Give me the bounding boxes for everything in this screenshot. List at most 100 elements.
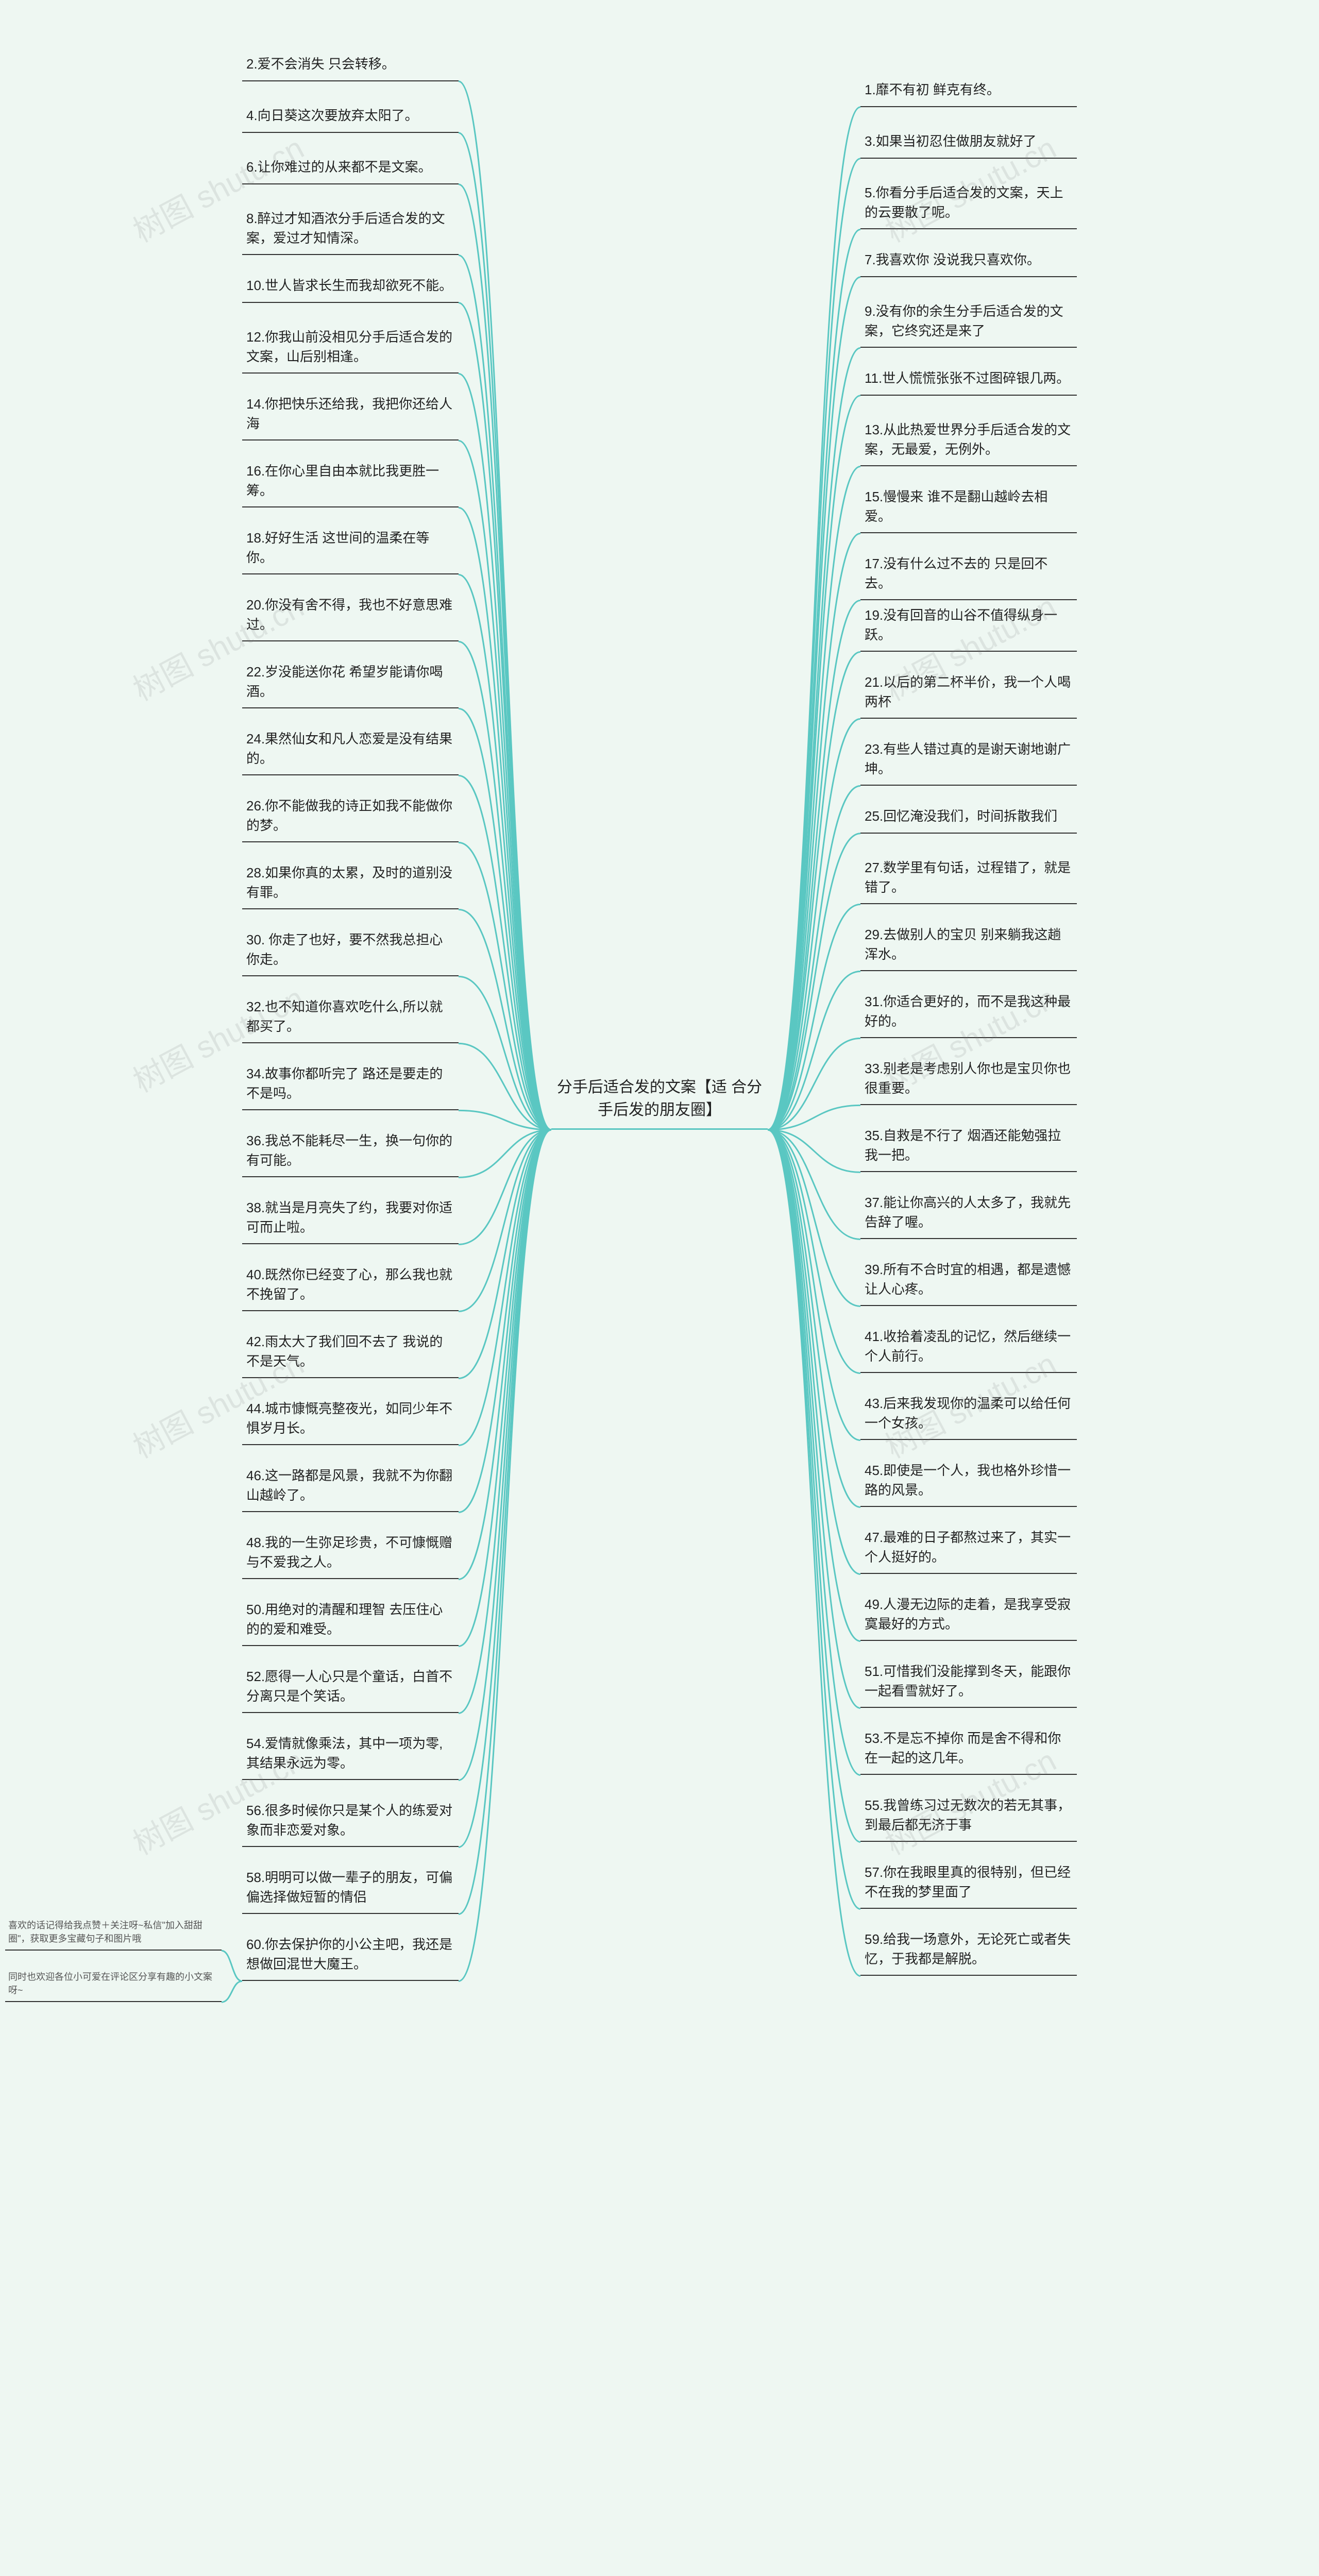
edges-layer	[0, 0, 1319, 2576]
leaf-label: 15.慢慢来 谁不是翻山越岭去相爱。	[865, 489, 1047, 524]
leaf-label: 54.爱情就像乘法，其中一项为零,其结果永远为零。	[246, 1736, 443, 1771]
leaf-node: 45.即使是一个人，我也格外珍惜一路的风景。	[860, 1458, 1077, 1507]
grandchild-label: 同时也欢迎各位小可爱在评论区分享有趣的小文案呀~	[8, 1972, 212, 1995]
leaf-node: 20.你没有舍不得，我也不好意思难过。	[242, 592, 459, 641]
leaf-label: 29.去做别人的宝贝 别来躺我这趟浑水。	[865, 927, 1061, 962]
leaf-node: 41.收拾着凌乱的记忆，然后继续一个人前行。	[860, 1324, 1077, 1373]
grandchild-node: 同时也欢迎各位小可爱在评论区分享有趣的小文案呀~	[5, 1968, 222, 2002]
leaf-label: 21.以后的第二杯半价，我一个人喝两杯	[865, 674, 1071, 709]
leaf-label: 6.让你难过的从来都不是文案。	[246, 159, 432, 175]
leaf-node: 44.城市慷慨亮整夜光，如同少年不惧岁月长。	[242, 1396, 459, 1445]
leaf-label: 50.用绝对的清醒和理智 去压住心的的爱和难受。	[246, 1602, 443, 1637]
leaf-node: 23.有些人错过真的是谢天谢地谢广坤。	[860, 737, 1077, 786]
leaf-label: 37.能让你高兴的人太多了，我就先告辞了喔。	[865, 1195, 1071, 1230]
leaf-node: 58.明明可以做一辈子的朋友，可偏偏选择做短暂的情侣	[242, 1865, 459, 1914]
leaf-label: 19.没有回音的山谷不值得纵身一跃。	[865, 607, 1057, 642]
leaf-label: 34.故事你都听完了 路还是要走的不是吗。	[246, 1066, 443, 1101]
leaf-node: 47.最难的日子都熬过来了，其实一个人挺好的。	[860, 1525, 1077, 1574]
leaf-label: 41.收拾着凌乱的记忆，然后继续一个人前行。	[865, 1329, 1071, 1364]
leaf-node: 32.也不知道你喜欢吃什么,所以就都买了。	[242, 994, 459, 1043]
leaf-node: 53.不是忘不掉你 而是舍不得和你在一起的这几年。	[860, 1726, 1077, 1775]
leaf-node: 1.靡不有初 鲜克有终。	[860, 77, 1077, 107]
leaf-node: 18.好好生活 这世间的温柔在等你。	[242, 526, 459, 574]
leaf-label: 30. 你走了也好，要不然我总担心你走。	[246, 932, 443, 967]
leaf-node: 25.回忆淹没我们，时间拆散我们	[860, 804, 1077, 834]
leaf-node: 31.你适合更好的，而不是我这种最好的。	[860, 989, 1077, 1038]
leaf-node: 27.数学里有句话，过程错了，就是错了。	[860, 855, 1077, 904]
leaf-node: 40.既然你已经变了心，那么我也就不挽留了。	[242, 1262, 459, 1311]
leaf-label: 55.我曾练习过无数次的若无其事，到最后都无济于事	[865, 1798, 1071, 1833]
leaf-label: 8.醉过才知酒浓分手后适合发的文案，爱过才知情深。	[246, 211, 445, 246]
leaf-node: 5.你看分手后适合发的文案，天上的云要散了呢。	[860, 180, 1077, 229]
leaf-label: 4.向日葵这次要放弃太阳了。	[246, 108, 418, 123]
leaf-label: 38.就当是月亮失了约，我要对你适可而止啦。	[246, 1200, 452, 1235]
leaf-node: 9.没有你的余生分手后适合发的文案，它终究还是来了	[860, 299, 1077, 348]
grandchild-node: 喜欢的话记得给我点赞＋关注呀~私信"加入甜甜圈"，获取更多宝藏句子和图片哦	[5, 1917, 222, 1951]
leaf-label: 51.可惜我们没能撑到冬天，能跟你一起看雪就好了。	[865, 1664, 1071, 1699]
leaf-node: 60.你去保护你的小公主吧，我还是想做回混世大魔王。	[242, 1932, 459, 1981]
leaf-node: 6.让你难过的从来都不是文案。	[242, 155, 459, 184]
leaf-label: 44.城市慷慨亮整夜光，如同少年不惧岁月长。	[246, 1401, 452, 1436]
leaf-label: 26.你不能做我的诗正如我不能做你的梦。	[246, 798, 452, 833]
leaf-node: 4.向日葵这次要放弃太阳了。	[242, 103, 459, 133]
leaf-node: 15.慢慢来 谁不是翻山越岭去相爱。	[860, 484, 1077, 533]
leaf-label: 13.从此热爱世界分手后适合发的文案，无最爱，无例外。	[865, 422, 1071, 457]
leaf-node: 28.如果你真的太累，及时的道别没有罪。	[242, 860, 459, 909]
leaf-node: 51.可惜我们没能撑到冬天，能跟你一起看雪就好了。	[860, 1659, 1077, 1708]
leaf-node: 14.你把快乐还给我，我把你还给人海	[242, 392, 459, 440]
leaf-label: 56.很多时候你只是某个人的练爱对象而非恋爱对象。	[246, 1803, 452, 1838]
leaf-label: 1.靡不有初 鲜克有终。	[865, 82, 1000, 97]
leaf-label: 57.你在我眼里真的很特别，但已经不在我的梦里面了	[865, 1865, 1071, 1900]
leaf-label: 14.你把快乐还给我，我把你还给人海	[246, 396, 452, 431]
leaf-label: 20.你没有舍不得，我也不好意思难过。	[246, 597, 452, 632]
leaf-label: 49.人漫无边际的走着，是我享受寂寞最好的方式。	[865, 1597, 1071, 1632]
leaf-label: 60.你去保护你的小公主吧，我还是想做回混世大魔王。	[246, 1937, 452, 1972]
leaf-label: 39.所有不合时宜的相遇，都是遗憾让人心疼。	[865, 1262, 1071, 1297]
leaf-label: 40.既然你已经变了心，那么我也就不挽留了。	[246, 1267, 452, 1302]
mindmap-stage: 分手后适合发的文案【适 合分手后发的朋友圈】 2.爱不会消失 只会转移。 4.向日…	[0, 0, 1319, 2576]
leaf-label: 27.数学里有句话，过程错了，就是错了。	[865, 860, 1071, 895]
leaf-label: 24.果然仙女和凡人恋爱是没有结果的。	[246, 731, 452, 766]
leaf-label: 45.即使是一个人，我也格外珍惜一路的风景。	[865, 1463, 1071, 1498]
leaf-node: 16.在你心里自由本就比我更胜一筹。	[242, 459, 459, 507]
leaf-node: 21.以后的第二杯半价，我一个人喝两杯	[860, 670, 1077, 719]
leaf-node: 46.这一路都是风景，我就不为你翻山越岭了。	[242, 1463, 459, 1512]
leaf-node: 37.能让你高兴的人太多了，我就先告辞了喔。	[860, 1190, 1077, 1239]
leaf-label: 42.雨太大了我们回不去了 我说的不是天气。	[246, 1334, 443, 1369]
leaf-node: 54.爱情就像乘法，其中一项为零,其结果永远为零。	[242, 1731, 459, 1780]
leaf-node: 57.你在我眼里真的很特别，但已经不在我的梦里面了	[860, 1860, 1077, 1909]
leaf-node: 35.自救是不行了 烟酒还能勉强拉我一把。	[860, 1123, 1077, 1172]
leaf-node: 33.别老是考虑别人你也是宝贝你也很重要。	[860, 1056, 1077, 1105]
leaf-node: 12.你我山前没相见分手后适合发的文案，山后别相逢。	[242, 325, 459, 374]
leaf-label: 31.你适合更好的，而不是我这种最好的。	[865, 994, 1071, 1029]
center-node: 分手后适合发的文案【适 合分手后发的朋友圈】	[551, 1072, 768, 1130]
leaf-node: 59.给我一场意外，无论死亡或者失忆，于我都是解脱。	[860, 1927, 1077, 1976]
leaf-label: 22.岁没能送你花 希望岁能请你喝酒。	[246, 664, 443, 699]
leaf-label: 48.我的一生弥足珍贵，不可慷慨赠与不爱我之人。	[246, 1535, 452, 1570]
leaf-node: 36.我总不能耗尽一生，换一句你的有可能。	[242, 1128, 459, 1177]
leaf-label: 7.我喜欢你 没说我只喜欢你。	[865, 252, 1040, 267]
leaf-node: 56.很多时候你只是某个人的练爱对象而非恋爱对象。	[242, 1798, 459, 1847]
center-label: 分手后适合发的文案【适 合分手后发的朋友圈】	[557, 1079, 762, 1118]
leaf-node: 8.醉过才知酒浓分手后适合发的文案，爱过才知情深。	[242, 206, 459, 255]
leaf-label: 52.愿得一人心只是个童话，白首不分离只是个笑话。	[246, 1669, 452, 1704]
leaf-node: 3.如果当初忍住做朋友就好了	[860, 129, 1077, 159]
leaf-node: 10.世人皆求长生而我却欲死不能。	[242, 273, 459, 303]
leaf-label: 18.好好生活 这世间的温柔在等你。	[246, 530, 429, 565]
leaf-node: 24.果然仙女和凡人恋爱是没有结果的。	[242, 726, 459, 775]
leaf-node: 19.没有回音的山谷不值得纵身一跃。	[860, 603, 1077, 652]
leaf-label: 59.给我一场意外，无论死亡或者失忆，于我都是解脱。	[865, 1931, 1071, 1967]
leaf-node: 30. 你走了也好，要不然我总担心你走。	[242, 927, 459, 976]
leaf-node: 34.故事你都听完了 路还是要走的不是吗。	[242, 1061, 459, 1110]
leaf-label: 46.这一路都是风景，我就不为你翻山越岭了。	[246, 1468, 452, 1503]
leaf-node: 2.爱不会消失 只会转移。	[242, 52, 459, 81]
leaf-node: 17.没有什么过不去的 只是回不去。	[860, 551, 1077, 600]
leaf-label: 3.如果当初忍住做朋友就好了	[865, 133, 1037, 149]
leaf-node: 39.所有不合时宜的相遇，都是遗憾让人心疼。	[860, 1257, 1077, 1306]
leaf-node: 38.就当是月亮失了约，我要对你适可而止啦。	[242, 1195, 459, 1244]
leaf-label: 10.世人皆求长生而我却欲死不能。	[246, 278, 452, 293]
leaf-node: 13.从此热爱世界分手后适合发的文案，无最爱，无例外。	[860, 417, 1077, 466]
leaf-node: 7.我喜欢你 没说我只喜欢你。	[860, 247, 1077, 277]
leaf-label: 12.你我山前没相见分手后适合发的文案，山后别相逢。	[246, 329, 452, 364]
leaf-label: 53.不是忘不掉你 而是舍不得和你在一起的这几年。	[865, 1731, 1061, 1766]
